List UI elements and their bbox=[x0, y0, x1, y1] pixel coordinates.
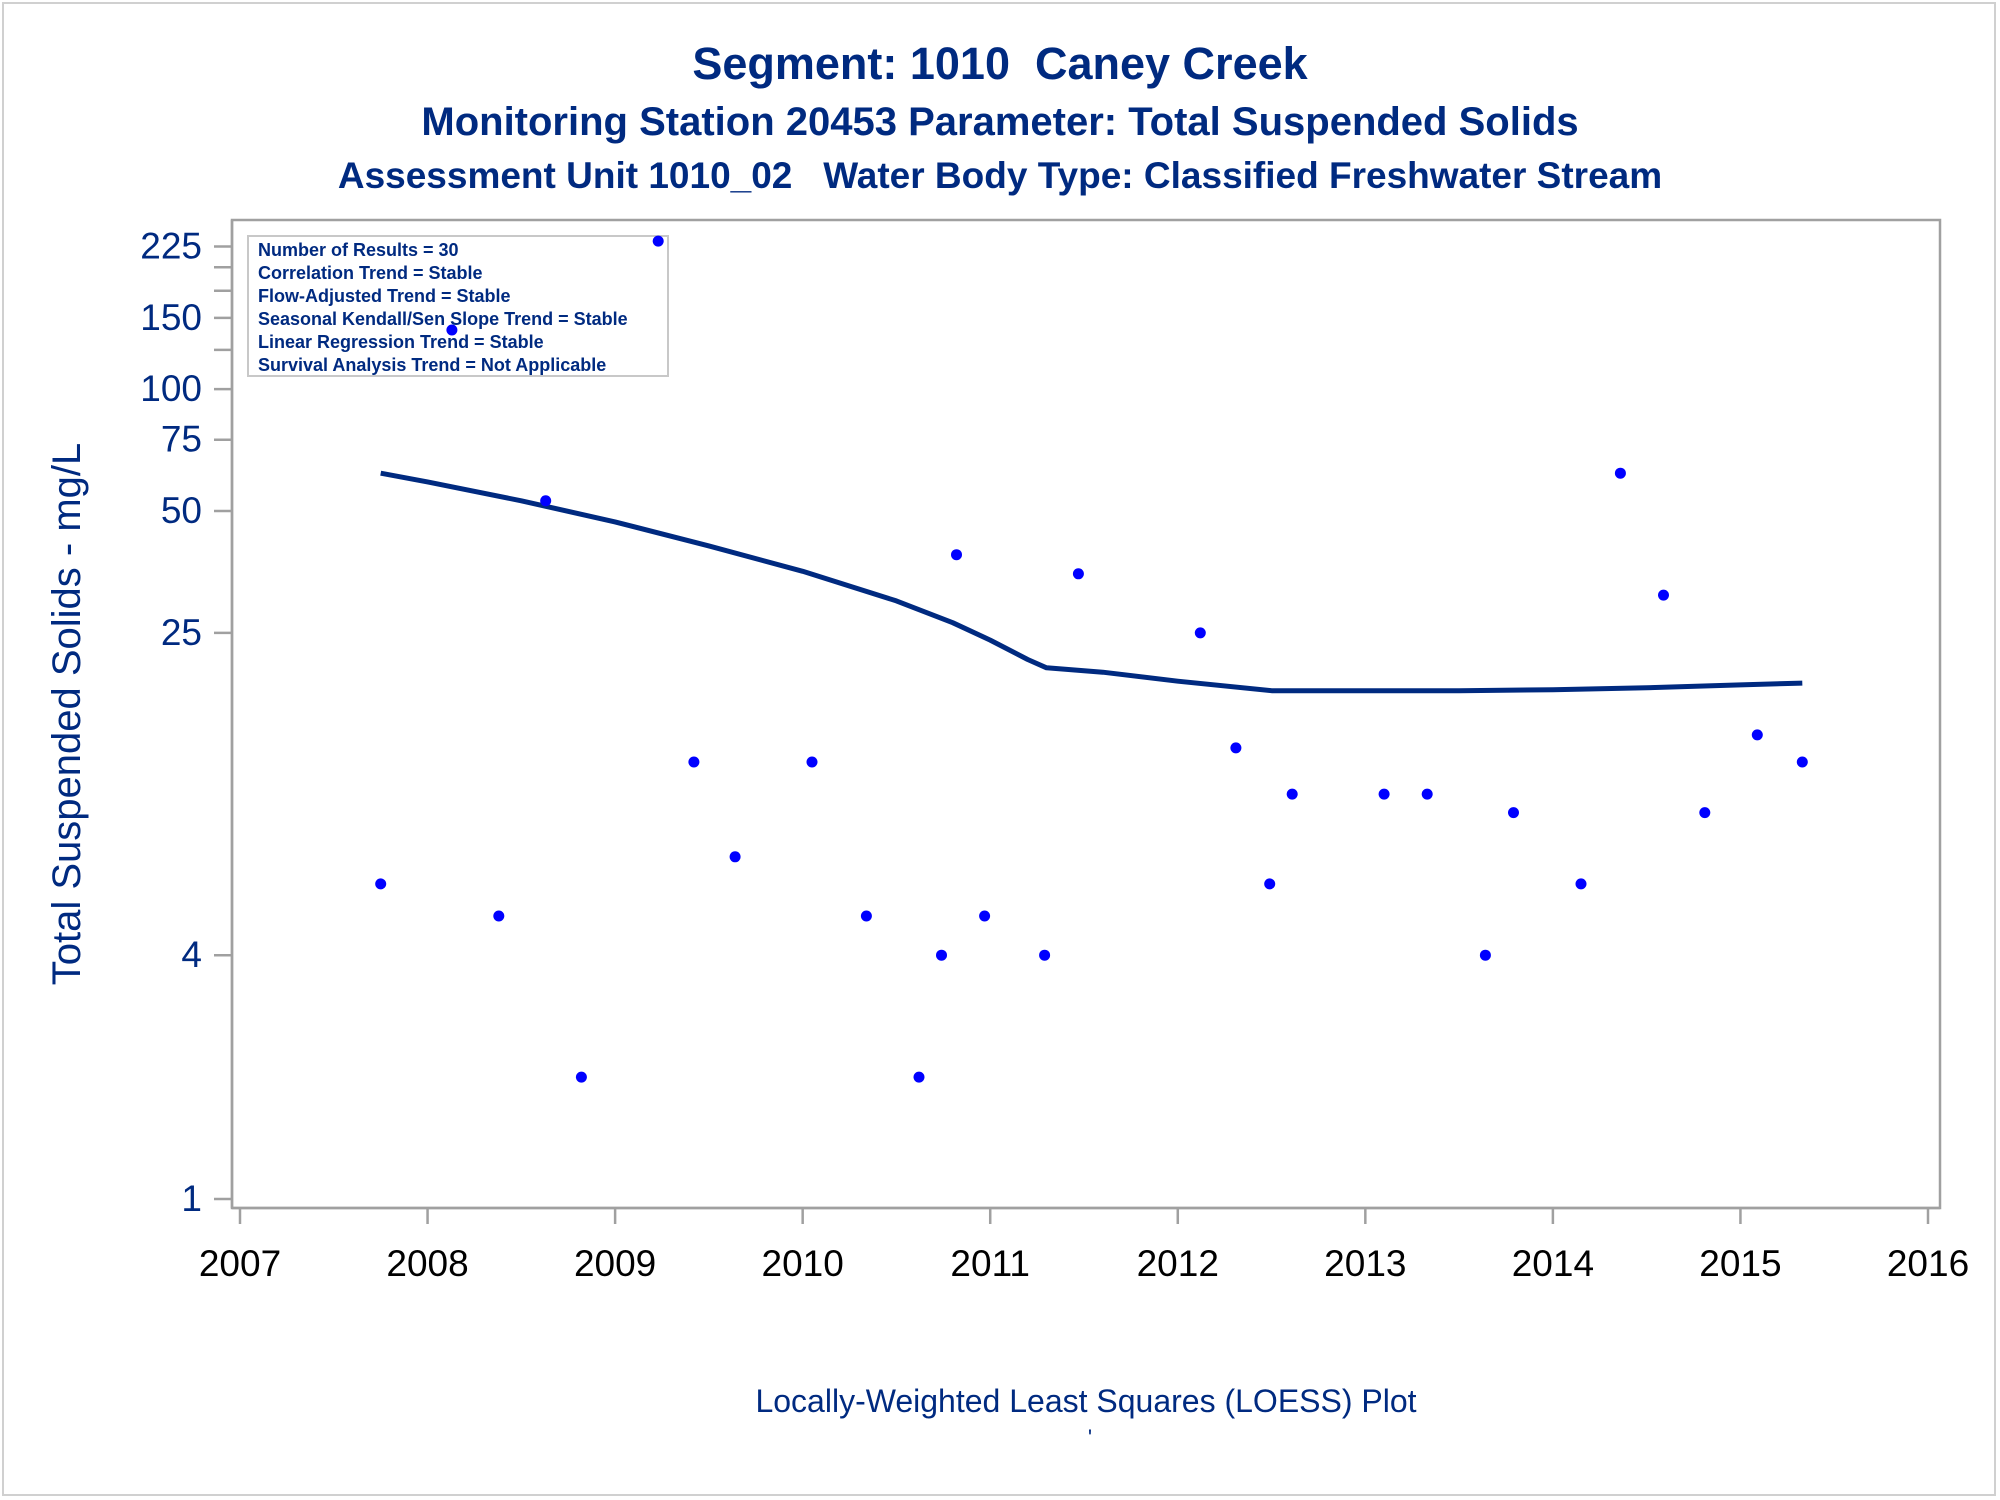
data-point bbox=[936, 949, 947, 961]
stats-line: Seasonal Kendall/Sen Slope Trend = Stabl… bbox=[258, 309, 628, 329]
data-point bbox=[493, 910, 505, 922]
x-tick-label: 2011 bbox=[950, 1243, 1030, 1284]
data-point bbox=[446, 324, 458, 336]
data-point bbox=[375, 878, 387, 890]
stats-line: Survival Analysis Trend = Not Applicable bbox=[258, 355, 606, 375]
data-point bbox=[688, 756, 700, 768]
stats-line: Correlation Trend = Stable bbox=[258, 263, 483, 283]
x-tick-label: 2008 bbox=[386, 1243, 468, 1284]
data-point bbox=[951, 549, 962, 561]
data-point bbox=[1378, 788, 1390, 800]
data-point bbox=[540, 495, 552, 507]
x-tick-label: 2015 bbox=[1699, 1243, 1781, 1284]
data-point bbox=[652, 235, 664, 247]
stats-legend-box: Number of Results = 30 Correlation Trend … bbox=[247, 235, 669, 377]
data-point bbox=[1508, 807, 1519, 819]
stats-line: Number of Results = 30 bbox=[258, 240, 459, 260]
data-point bbox=[1699, 807, 1711, 819]
footnote: Locally-Weighted Least Squares (LOESS) P… bbox=[755, 1383, 1416, 1419]
data-point bbox=[1614, 467, 1626, 479]
chart-subtitle-assessment: Assessment Unit 1010_02 Water Body Type:… bbox=[337, 155, 1663, 196]
x-tick-label: 2016 bbox=[1887, 1243, 1969, 1284]
data-point bbox=[1575, 878, 1587, 890]
data-point bbox=[729, 851, 741, 863]
data-point bbox=[1479, 949, 1491, 961]
loess-line bbox=[380, 470, 1803, 694]
data-point bbox=[575, 1071, 587, 1083]
data-point bbox=[1421, 788, 1433, 800]
x-tick-label: 2012 bbox=[1137, 1243, 1219, 1284]
y-tick-label: 100 bbox=[140, 368, 202, 409]
y-tick-label: 1 bbox=[181, 1178, 202, 1219]
stats-line: Flow-Adjusted Trend = Stable bbox=[258, 286, 511, 306]
y-tick-label: 50 bbox=[161, 490, 202, 531]
y-axis-title: Total Suspended Solids - mg/L bbox=[45, 443, 89, 986]
x-tick-label: 2009 bbox=[574, 1243, 656, 1284]
data-point bbox=[1072, 568, 1084, 580]
data-point bbox=[1194, 627, 1206, 639]
y-tick-label: 4 bbox=[181, 934, 202, 975]
data-point bbox=[1230, 742, 1242, 754]
data-points bbox=[375, 235, 1808, 1083]
y-tick-label: 75 bbox=[161, 419, 202, 460]
footnote-tick-mark: ' bbox=[1088, 1425, 1092, 1450]
x-tick-label: 2007 bbox=[199, 1243, 281, 1284]
x-tick-label: 2014 bbox=[1512, 1243, 1594, 1284]
data-point bbox=[1796, 756, 1808, 768]
x-tick-label: 2010 bbox=[762, 1243, 844, 1284]
chart-subtitle-station: Monitoring Station 20453 Parameter: Tota… bbox=[421, 100, 1579, 144]
y-tick-label: 225 bbox=[140, 226, 202, 267]
y-tick-label: 150 bbox=[140, 297, 202, 338]
data-point bbox=[1751, 729, 1763, 741]
data-point bbox=[913, 1071, 925, 1083]
loess-curve bbox=[380, 470, 1803, 694]
data-point bbox=[1286, 788, 1298, 800]
data-point bbox=[1264, 878, 1276, 890]
x-tick-label: 2013 bbox=[1324, 1243, 1406, 1284]
x-axis: 2007 2008 2009 2010 2011 2012 2013 2014 2015 2016 bbox=[199, 1208, 1969, 1284]
data-point bbox=[979, 910, 991, 922]
data-point bbox=[1039, 949, 1051, 961]
data-point bbox=[860, 910, 872, 922]
data-point bbox=[806, 756, 818, 768]
chart-title: Segment: 1010 Caney Creek bbox=[692, 38, 1308, 89]
y-axis: 1 4 25 50 75 100 150 225 bbox=[140, 226, 232, 1219]
data-point bbox=[1658, 589, 1669, 601]
stats-line: Linear Regression Trend = Stable bbox=[258, 332, 544, 352]
y-tick-label: 25 bbox=[161, 612, 202, 653]
